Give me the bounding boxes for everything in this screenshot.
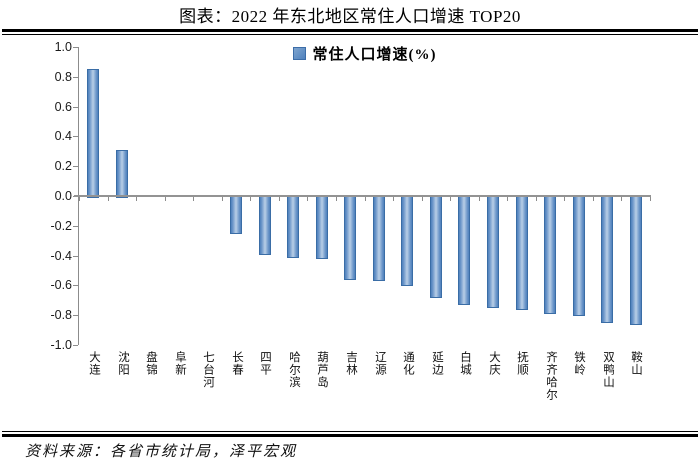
bar-通化 bbox=[401, 196, 413, 286]
y-tick-label: 0.6 bbox=[54, 99, 72, 114]
bar-哈尔滨 bbox=[287, 196, 299, 258]
category-label-大庆: 大庆 bbox=[488, 351, 500, 376]
category-label-阜新: 阜新 bbox=[174, 351, 186, 376]
y-tick-label: 0.2 bbox=[54, 159, 72, 174]
x-tick-mark bbox=[564, 197, 565, 201]
bar-双鸭山 bbox=[601, 196, 613, 323]
x-tick-mark bbox=[307, 197, 308, 201]
legend-swatch-icon bbox=[292, 46, 306, 60]
category-label-大连: 大连 bbox=[88, 351, 100, 376]
y-tick-mark bbox=[73, 136, 78, 137]
y-tick-label: 0.4 bbox=[54, 129, 72, 144]
y-tick-mark bbox=[73, 226, 78, 227]
source-note: 资料来源：各省市统计局，泽平宏观 bbox=[25, 444, 298, 460]
top-rule-thin bbox=[2, 34, 698, 35]
category-label-通化: 通化 bbox=[402, 351, 414, 376]
y-tick-label: 0.0 bbox=[54, 189, 72, 203]
y-tick-label: -1.0 bbox=[50, 338, 72, 352]
y-tick-mark bbox=[73, 285, 78, 286]
x-tick-mark bbox=[536, 197, 537, 201]
x-tick-mark bbox=[165, 197, 166, 201]
legend: 常住人口增速(%) bbox=[79, 44, 650, 63]
x-tick-mark bbox=[450, 197, 451, 201]
bar-延边 bbox=[430, 196, 442, 298]
x-tick-mark bbox=[422, 197, 423, 201]
bar-抚顺 bbox=[516, 196, 528, 310]
bar-辽源 bbox=[373, 196, 385, 281]
x-axis-line bbox=[74, 195, 651, 197]
x-tick-mark bbox=[193, 197, 194, 201]
category-label-白城: 白城 bbox=[459, 351, 471, 376]
y-tick-mark bbox=[73, 166, 78, 167]
x-tick-mark bbox=[479, 197, 480, 201]
y-tick-mark bbox=[73, 256, 78, 257]
y-tick-label: 0.8 bbox=[54, 69, 72, 84]
legend-label: 常住人口增速(%) bbox=[312, 46, 437, 63]
top-rule-thick bbox=[2, 29, 698, 32]
y-tick-label: -0.2 bbox=[50, 218, 72, 233]
bar-葫芦岛 bbox=[316, 196, 328, 259]
category-label-齐齐哈尔: 齐齐哈尔 bbox=[545, 351, 557, 401]
category-label-沈阳: 沈阳 bbox=[117, 351, 129, 376]
x-tick-mark bbox=[250, 197, 251, 201]
category-label-鞍山: 鞍山 bbox=[630, 351, 642, 376]
category-label-七台河: 七台河 bbox=[202, 351, 214, 389]
x-tick-mark bbox=[108, 197, 109, 201]
category-label-哈尔滨: 哈尔滨 bbox=[288, 351, 300, 389]
bar-齐齐哈尔 bbox=[544, 196, 556, 314]
bottom-rule-thick bbox=[2, 434, 698, 437]
y-tick-mark bbox=[73, 315, 78, 316]
x-tick-mark bbox=[365, 197, 366, 201]
category-label-辽源: 辽源 bbox=[374, 351, 386, 376]
bar-大庆 bbox=[487, 196, 499, 308]
category-label-铁岭: 铁岭 bbox=[573, 351, 585, 376]
category-label-长春: 长春 bbox=[231, 351, 243, 376]
x-tick-mark bbox=[336, 197, 337, 201]
bar-鞍山 bbox=[630, 196, 642, 325]
bar-沈阳 bbox=[116, 150, 128, 198]
category-label-吉林: 吉林 bbox=[345, 351, 357, 376]
x-tick-mark bbox=[79, 197, 80, 201]
x-tick-mark bbox=[136, 197, 137, 201]
x-tick-mark bbox=[507, 197, 508, 201]
category-label-葫芦岛: 葫芦岛 bbox=[316, 351, 328, 389]
bar-白城 bbox=[458, 196, 470, 305]
y-tick-mark bbox=[73, 77, 78, 78]
bottom-rule-thin bbox=[2, 431, 698, 432]
bar-四平 bbox=[259, 196, 271, 255]
category-label-延边: 延边 bbox=[431, 351, 443, 376]
x-tick-mark bbox=[393, 197, 394, 201]
bar-吉林 bbox=[344, 196, 356, 280]
x-tick-mark bbox=[279, 197, 280, 201]
x-tick-mark bbox=[621, 197, 622, 201]
y-tick-label: -0.8 bbox=[50, 308, 72, 323]
y-tick-mark bbox=[73, 107, 78, 108]
bar-长春 bbox=[230, 196, 242, 234]
y-tick-mark bbox=[73, 47, 78, 48]
y-tick-mark bbox=[73, 345, 78, 346]
category-label-四平: 四平 bbox=[259, 351, 271, 376]
category-label-双鸭山: 双鸭山 bbox=[602, 351, 614, 389]
category-label-抚顺: 抚顺 bbox=[516, 351, 528, 376]
bar-大连 bbox=[87, 69, 99, 198]
category-label-盘锦: 盘锦 bbox=[145, 351, 157, 376]
x-tick-mark bbox=[650, 197, 651, 201]
x-tick-mark bbox=[593, 197, 594, 201]
y-tick-label: -0.4 bbox=[50, 248, 72, 263]
x-tick-mark bbox=[222, 197, 223, 201]
bar-铁岭 bbox=[573, 196, 585, 316]
chart-title: 图表：2022 年东北地区常住人口增速 TOP20 bbox=[179, 7, 521, 26]
y-tick-label: 1.0 bbox=[54, 40, 72, 54]
y-tick-label: -0.6 bbox=[50, 278, 72, 293]
